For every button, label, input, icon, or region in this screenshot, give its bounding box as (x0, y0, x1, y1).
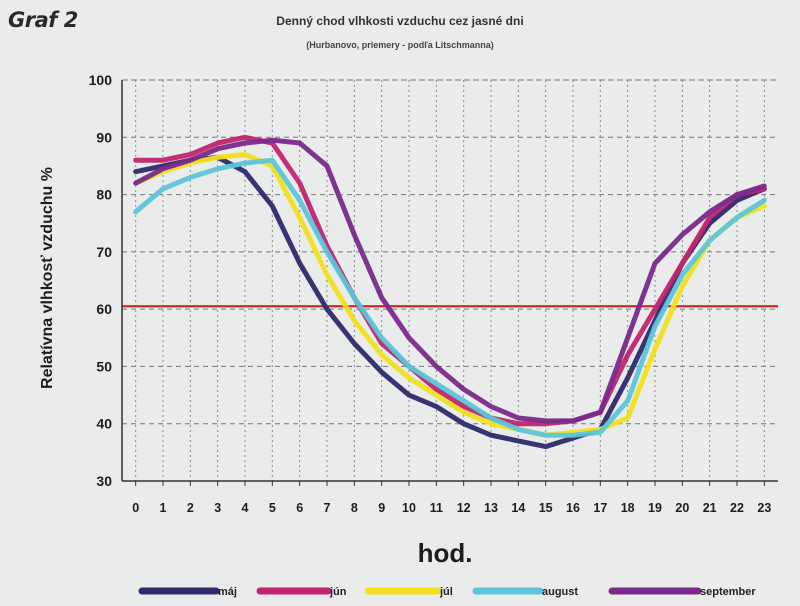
y-tick-label: 90 (96, 129, 112, 145)
legend-label-august: august (542, 586, 578, 598)
x-tick-label: 17 (593, 501, 607, 515)
x-axis-label: hod. (418, 538, 473, 568)
x-tick-label: 19 (648, 501, 662, 515)
chart-subtitle: (Hurbanovo, priemery - podľa Litschmanna… (306, 40, 494, 50)
x-tick-label: 2 (187, 501, 194, 515)
y-tick-label: 30 (96, 473, 112, 489)
x-tick-label: 21 (703, 501, 717, 515)
legend: máj jún júl august september (138, 586, 756, 598)
x-tick-label: 10 (402, 501, 416, 515)
x-tick-label: 4 (242, 501, 249, 515)
chart-title: Denný chod vlhkosti vzduchu cez jasné dn… (276, 14, 524, 28)
x-tick-label: 7 (324, 501, 331, 515)
legend-label-máj: máj (218, 586, 237, 598)
y-tick-label: 40 (96, 416, 112, 432)
x-tick-label: 9 (378, 501, 385, 515)
legend-label-júl: júl (439, 586, 453, 598)
x-tick-label: 12 (457, 501, 471, 515)
series-line-jún (133, 134, 767, 427)
series-line-august (133, 157, 767, 438)
y-tick-label: 50 (96, 358, 112, 374)
y-tick-label: 60 (96, 301, 112, 317)
series-line-júl (133, 152, 767, 438)
series-line-máj (133, 154, 767, 450)
x-tick-label: 13 (484, 501, 498, 515)
x-tick-label: 11 (430, 501, 443, 515)
series-line-september (133, 137, 767, 424)
x-tick-label: 8 (351, 501, 358, 515)
figure-label: Graf 2 (8, 8, 78, 32)
x-tick-label: 23 (757, 501, 771, 515)
y-axis-label: Relatívna vlhkosť vzduchu % (39, 167, 56, 389)
y-tick-label: 100 (89, 72, 113, 88)
series-lines (133, 134, 767, 450)
x-tick-label: 15 (539, 501, 553, 515)
x-tick-label: 1 (160, 501, 167, 515)
x-tick-label: 3 (214, 501, 221, 515)
y-tick-label: 80 (96, 187, 112, 203)
x-tick-label: 6 (296, 501, 303, 515)
legend-label-september: september (700, 586, 756, 598)
axes (121, 80, 778, 486)
x-tick-label: 20 (675, 501, 689, 515)
x-tick-label: 0 (132, 501, 139, 515)
x-tick-label: 18 (621, 501, 635, 515)
x-tick-label: 16 (566, 501, 580, 515)
legend-label-jún: jún (329, 586, 347, 598)
x-tick-label: 14 (511, 501, 525, 515)
y-tick-label: 70 (96, 244, 112, 260)
x-tick-label: 5 (269, 501, 276, 515)
x-tick-label: 22 (730, 501, 744, 515)
